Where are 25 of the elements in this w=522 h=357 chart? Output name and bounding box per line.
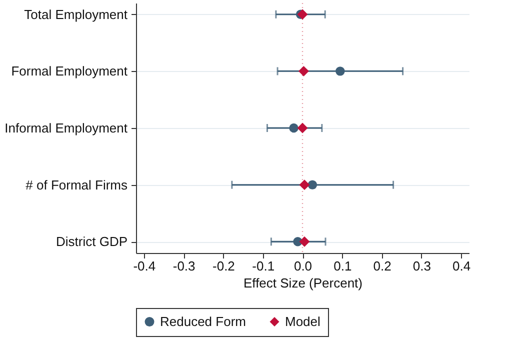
point [298,66,309,76]
y-tick-label: # of Formal Firms [26,177,128,192]
y-tick-label: Informal Employment [4,120,128,136]
point [299,236,310,247]
point [308,180,318,190]
x-tick-label: -0.1 [252,258,275,274]
point [297,9,308,20]
x-tick-label: -0.3 [172,258,196,274]
x-tick-label: 0.0 [294,258,312,274]
point [299,180,310,190]
x-axis-title: Effect Size (Percent) [244,276,362,290]
point [336,66,345,76]
point [289,123,298,133]
y-tick-label: Formal Employment [11,64,128,79]
x-tick-label: 0.2 [373,258,392,274]
x-tick-label: 0.3 [412,258,431,274]
x-tick-label: -0.4 [133,258,156,274]
y-tick-label: Total Employment [24,6,128,22]
point [297,122,308,134]
x-tick-label: 0.4 [452,258,471,274]
x-tick-label: 0.1 [334,258,352,274]
legend-label: Model [285,314,321,329]
legend-label: Reduced Form [160,314,246,329]
x-tick-label: -0.2 [212,258,235,274]
y-tick-label: District GDP [56,234,128,250]
